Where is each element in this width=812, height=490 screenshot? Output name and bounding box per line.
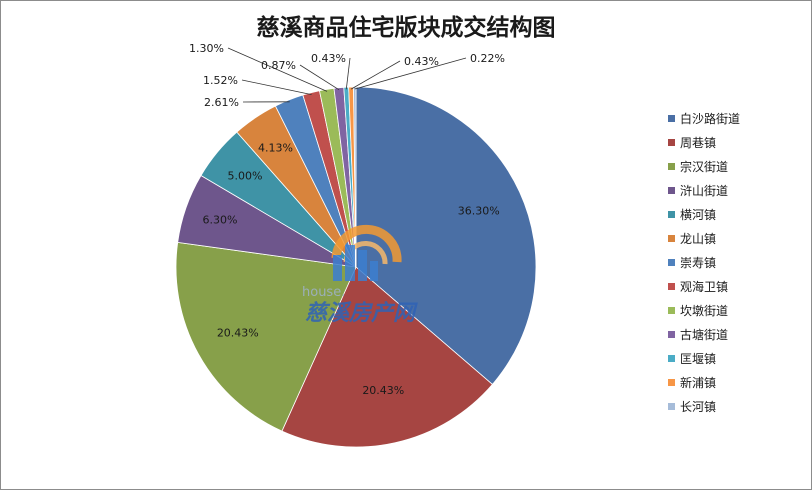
pie-slices	[175, 86, 537, 448]
data-label: 0.87%	[261, 59, 296, 72]
leader-line	[241, 79, 312, 95]
data-label: 36.30%	[458, 205, 500, 218]
data-label: 1.30%	[189, 42, 224, 55]
data-label: 6.30%	[203, 214, 238, 227]
data-label: 20.43%	[217, 326, 259, 339]
data-label: 0.43%	[404, 55, 439, 68]
leader-lines	[227, 47, 467, 103]
legend-swatch	[668, 211, 675, 218]
pie-slice	[281, 266, 493, 448]
legend-label: 横河镇	[680, 208, 716, 222]
legend-label: 崇寿镇	[680, 256, 716, 270]
legend-label: 观海卫镇	[680, 279, 728, 294]
legend-label: 浒山街道	[680, 184, 728, 198]
legend-swatch	[668, 163, 675, 170]
pie-slice	[175, 241, 357, 432]
legend-label: 坎墩街道	[680, 304, 728, 318]
data-label: 5.00%	[228, 169, 263, 182]
leader-line	[354, 57, 467, 90]
legend-swatch	[668, 187, 675, 194]
legend-label: 古塘街道	[680, 327, 728, 342]
pie-slice	[355, 86, 537, 385]
legend-swatch	[668, 283, 675, 290]
data-label: 1.52%	[203, 74, 238, 87]
legend-swatch	[668, 403, 675, 410]
watermark-logo: house. 慈溪房产网	[302, 224, 418, 326]
legend-swatch	[668, 355, 675, 362]
data-label: 20.43%	[362, 384, 404, 397]
legend-label: 长河镇	[680, 400, 716, 414]
data-label: 4.13%	[258, 142, 293, 155]
data-label: 2.61%	[204, 96, 239, 109]
legend-swatch	[668, 331, 675, 338]
leader-line	[350, 60, 401, 90]
legend-label: 白沙路街道	[680, 111, 740, 126]
legend-swatch	[668, 307, 675, 314]
data-labels: 36.30% 20.43% 20.43% 6.30% 5.00% 4.13% 2.61% 1.…	[189, 42, 505, 397]
legend-swatch	[668, 379, 675, 386]
legend-swatch	[668, 139, 675, 146]
leader-line	[345, 57, 351, 90]
leader-line	[299, 64, 340, 91]
legend-label: 新浦镇	[680, 375, 716, 390]
legend-label: 周巷镇	[680, 136, 716, 150]
data-label: 0.43%	[311, 52, 346, 65]
watermark-name: 慈溪房产网	[305, 300, 418, 326]
legend-label: 匡堰镇	[680, 352, 716, 366]
legend-label: 宗汉街道	[680, 159, 728, 174]
data-label: 0.22%	[470, 52, 505, 65]
legend-swatch	[668, 235, 675, 242]
legend-swatch	[668, 259, 675, 266]
chart-title: 慈溪商品住宅版块成交结构图	[257, 14, 556, 41]
leader-line	[227, 47, 328, 92]
legend-swatch	[668, 115, 675, 122]
watermark-text: house.	[302, 285, 345, 300]
legend-label: 龙山镇	[680, 232, 716, 246]
legend: 白沙路街道周巷镇宗汉街道浒山街道横河镇龙山镇崇寿镇观海卫镇坎墩街道古塘街道匡堰镇…	[668, 111, 740, 414]
